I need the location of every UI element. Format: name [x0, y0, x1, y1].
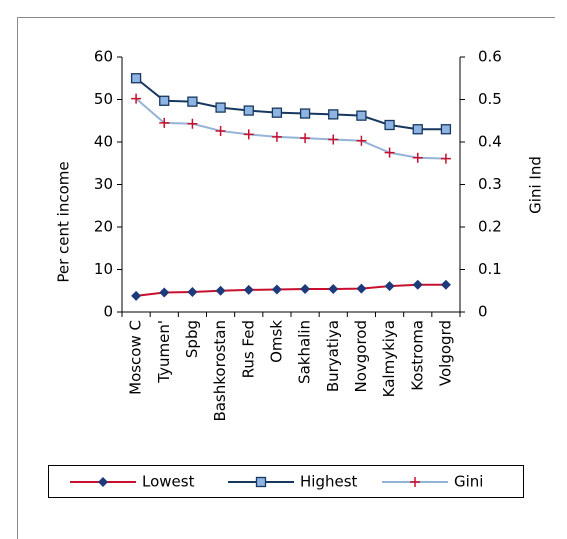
data-point: [271, 284, 282, 295]
data-point: [130, 73, 142, 84]
data-point: [384, 147, 395, 158]
y2-tick-label: 0.6: [478, 48, 502, 66]
x-tick-label: Kostroma: [408, 320, 426, 391]
data-point: [412, 124, 423, 135]
y2-tick-label: 0.2: [478, 218, 502, 236]
legend-marker: [98, 477, 108, 487]
x-tick-label: Tyumen': [155, 320, 173, 384]
data-point: [215, 102, 226, 113]
data-point: [384, 119, 395, 131]
data-point: [412, 279, 423, 290]
y-axis-label: Per cent income: [55, 161, 73, 282]
data-point: [215, 125, 226, 136]
y2-tick-label: 0.5: [478, 90, 502, 108]
data-point: [159, 95, 170, 106]
data-point: [328, 284, 339, 295]
x-tick-label: Buryatiya: [324, 320, 342, 392]
legend-label: Lowest: [142, 473, 195, 491]
data-point: [271, 131, 282, 142]
data-point: [300, 133, 311, 144]
data-point: [215, 285, 226, 296]
series-line: [135, 77, 446, 131]
series-line: [135, 283, 446, 297]
data-point: [187, 96, 198, 107]
y-tick-label: 40: [94, 133, 113, 151]
data-point: [187, 287, 198, 298]
y-tick-label: 10: [94, 260, 113, 278]
data-point: [440, 153, 451, 164]
data-point: [243, 284, 254, 295]
y2-tick-label: 0: [478, 303, 488, 321]
x-tick-label: Kalmykiya: [380, 320, 398, 397]
y-tick-label: 30: [94, 175, 113, 193]
y2-tick-label: 0.3: [478, 175, 502, 193]
y-tick-label: 20: [94, 218, 113, 236]
data-point: [356, 110, 367, 121]
data-point: [271, 107, 283, 118]
data-point: [131, 290, 142, 301]
x-tick-label: Omsk: [267, 320, 285, 363]
legend-marker: [255, 476, 267, 488]
legend-marker: [410, 477, 420, 487]
data-point: [412, 152, 423, 163]
data-point: [159, 287, 170, 298]
data-point: [328, 134, 339, 145]
data-point: [243, 129, 254, 140]
data-point: [243, 105, 254, 116]
x-tick-label: Sakhalin: [296, 320, 314, 384]
legend-box: [48, 465, 524, 498]
legend-label: Gini: [454, 473, 483, 491]
series-line: [135, 97, 446, 160]
data-point: [187, 118, 198, 129]
y-tick-label: 50: [94, 90, 113, 108]
x-tick-label: Novgorod: [352, 320, 370, 393]
data-point: [384, 281, 395, 292]
x-tick-label: Rus Fed: [239, 320, 257, 378]
x-tick-label: Spbg: [183, 320, 201, 358]
x-tick-label: Bashkorostan: [211, 320, 229, 422]
legend-label: Highest: [300, 473, 358, 491]
y-tick-label: 60: [94, 48, 113, 66]
data-point: [356, 135, 367, 146]
y2-tick-label: 0.1: [478, 260, 502, 278]
data-point: [300, 284, 311, 295]
data-point: [299, 108, 311, 119]
y2-axis-label: Gini Ind: [527, 156, 545, 214]
data-point: [440, 279, 451, 290]
x-tick-label: Volgogrd: [436, 320, 454, 386]
y2-tick-label: 0.4: [478, 133, 502, 151]
data-point: [159, 117, 170, 128]
data-point: [131, 93, 142, 104]
x-tick-label: Moscow C: [127, 320, 145, 395]
data-point: [328, 109, 339, 120]
data-point: [440, 124, 452, 135]
y-tick-label: 0: [103, 303, 113, 321]
data-point: [356, 283, 367, 294]
